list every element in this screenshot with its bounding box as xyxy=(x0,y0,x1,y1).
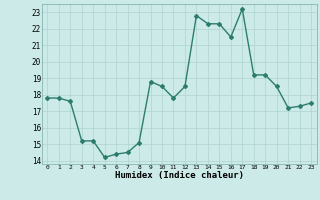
X-axis label: Humidex (Indice chaleur): Humidex (Indice chaleur) xyxy=(115,171,244,180)
